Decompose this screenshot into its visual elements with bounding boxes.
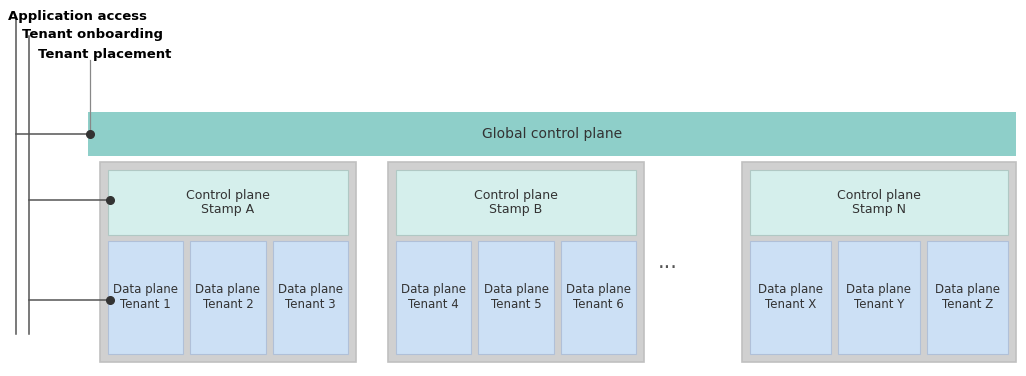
Text: Control plane
Stamp A: Control plane Stamp A [186,188,270,217]
Text: Data plane
Tenant 5: Data plane Tenant 5 [483,284,549,311]
Text: Application access: Application access [8,10,147,23]
Text: Data plane
Tenant 1: Data plane Tenant 1 [113,284,179,311]
FancyBboxPatch shape [388,162,644,362]
FancyBboxPatch shape [750,170,1008,235]
FancyBboxPatch shape [88,112,1016,156]
FancyBboxPatch shape [273,241,348,354]
FancyBboxPatch shape [926,241,1008,354]
FancyBboxPatch shape [396,241,471,354]
FancyBboxPatch shape [100,162,356,362]
FancyBboxPatch shape [838,241,919,354]
FancyBboxPatch shape [108,170,348,235]
FancyBboxPatch shape [396,170,636,235]
Text: Data plane
Tenant Z: Data plane Tenant Z [935,284,999,311]
Text: Global control plane: Global control plane [482,127,622,141]
FancyBboxPatch shape [478,241,554,354]
Text: Control plane
Stamp N: Control plane Stamp N [837,188,921,217]
Text: Data plane
Tenant Y: Data plane Tenant Y [846,284,911,311]
FancyBboxPatch shape [742,162,1016,362]
Text: Data plane
Tenant X: Data plane Tenant X [758,284,823,311]
Text: Data plane
Tenant 2: Data plane Tenant 2 [196,284,261,311]
FancyBboxPatch shape [560,241,636,354]
Text: Data plane
Tenant 6: Data plane Tenant 6 [565,284,631,311]
FancyBboxPatch shape [191,241,266,354]
Text: Tenant onboarding: Tenant onboarding [22,28,163,41]
Text: Tenant placement: Tenant placement [38,48,171,61]
Text: Data plane
Tenant 4: Data plane Tenant 4 [401,284,466,311]
FancyBboxPatch shape [108,241,184,354]
Text: Data plane
Tenant 3: Data plane Tenant 3 [278,284,343,311]
Text: Control plane
Stamp B: Control plane Stamp B [474,188,558,217]
Text: ...: ... [658,252,678,272]
FancyBboxPatch shape [750,241,831,354]
